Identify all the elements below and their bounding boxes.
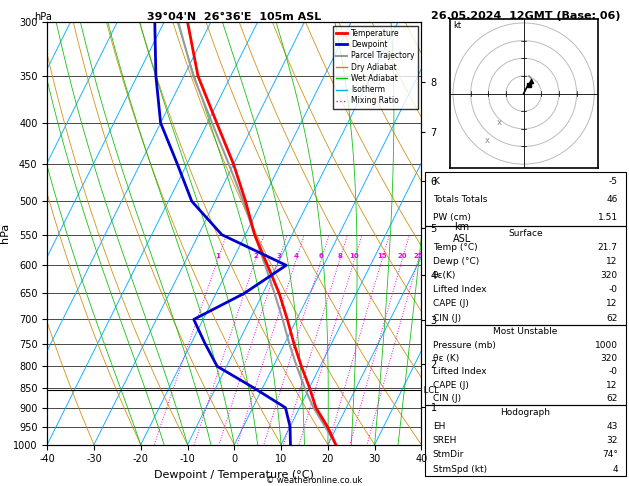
Bar bbox=[425, 405, 626, 476]
Text: -5: -5 bbox=[609, 177, 618, 186]
Text: θε(K): θε(K) bbox=[433, 271, 456, 280]
Text: 2: 2 bbox=[253, 253, 258, 260]
Text: Lifted Index: Lifted Index bbox=[433, 285, 486, 295]
Text: Most Unstable: Most Unstable bbox=[493, 327, 557, 336]
Text: 62: 62 bbox=[606, 313, 618, 323]
Text: θε (K): θε (K) bbox=[433, 354, 459, 363]
Text: 1000: 1000 bbox=[595, 341, 618, 349]
Text: 46: 46 bbox=[606, 195, 618, 204]
Text: CIN (J): CIN (J) bbox=[433, 394, 461, 403]
Text: -0: -0 bbox=[609, 285, 618, 295]
Bar bbox=[425, 226, 626, 325]
Text: 4: 4 bbox=[294, 253, 299, 260]
Text: 25: 25 bbox=[413, 253, 423, 260]
Text: -0: -0 bbox=[609, 367, 618, 376]
Text: Surface: Surface bbox=[508, 229, 543, 238]
Text: 8: 8 bbox=[337, 253, 342, 260]
Text: 12: 12 bbox=[606, 257, 618, 266]
Text: 21.7: 21.7 bbox=[598, 243, 618, 252]
Text: 12: 12 bbox=[606, 299, 618, 309]
Text: Dewp (°C): Dewp (°C) bbox=[433, 257, 479, 266]
Text: 1.51: 1.51 bbox=[598, 213, 618, 222]
Text: K: K bbox=[433, 177, 438, 186]
Text: 12: 12 bbox=[606, 381, 618, 390]
Text: LCL: LCL bbox=[421, 386, 439, 395]
Text: CAPE (J): CAPE (J) bbox=[433, 381, 469, 390]
Bar bbox=[425, 173, 626, 226]
Y-axis label: km
ASL: km ASL bbox=[453, 223, 471, 244]
Text: 62: 62 bbox=[606, 394, 618, 403]
Text: 6: 6 bbox=[319, 253, 323, 260]
Text: Hodograph: Hodograph bbox=[500, 408, 550, 417]
Legend: Temperature, Dewpoint, Parcel Trajectory, Dry Adiabat, Wet Adiabat, Isotherm, Mi: Temperature, Dewpoint, Parcel Trajectory… bbox=[333, 26, 418, 108]
Text: StmDir: StmDir bbox=[433, 451, 464, 459]
Text: 1: 1 bbox=[215, 253, 220, 260]
Text: © weatheronline.co.uk: © weatheronline.co.uk bbox=[266, 476, 363, 485]
Text: Totals Totals: Totals Totals bbox=[433, 195, 487, 204]
Text: StmSpd (kt): StmSpd (kt) bbox=[433, 465, 487, 474]
Bar bbox=[425, 325, 626, 405]
Text: 43: 43 bbox=[606, 422, 618, 431]
Text: hPa: hPa bbox=[35, 12, 52, 22]
Text: 4: 4 bbox=[612, 465, 618, 474]
Text: CAPE (J): CAPE (J) bbox=[433, 299, 469, 309]
Text: 15: 15 bbox=[377, 253, 387, 260]
Text: 26.05.2024  12GMT (Base: 06): 26.05.2024 12GMT (Base: 06) bbox=[431, 11, 620, 21]
Text: SREH: SREH bbox=[433, 436, 457, 445]
Text: 3: 3 bbox=[277, 253, 281, 260]
Text: 39°04'N  26°36'E  105m ASL: 39°04'N 26°36'E 105m ASL bbox=[147, 12, 321, 22]
Text: Lifted Index: Lifted Index bbox=[433, 367, 486, 376]
Text: kt: kt bbox=[453, 21, 461, 30]
Text: 320: 320 bbox=[601, 271, 618, 280]
Y-axis label: hPa: hPa bbox=[0, 223, 10, 243]
X-axis label: Dewpoint / Temperature (°C): Dewpoint / Temperature (°C) bbox=[154, 470, 314, 480]
Text: CIN (J): CIN (J) bbox=[433, 313, 461, 323]
Text: 320: 320 bbox=[601, 354, 618, 363]
Text: 20: 20 bbox=[398, 253, 407, 260]
Text: 10: 10 bbox=[350, 253, 359, 260]
Text: x: x bbox=[497, 118, 502, 127]
Text: Pressure (mb): Pressure (mb) bbox=[433, 341, 496, 349]
Text: 74°: 74° bbox=[602, 451, 618, 459]
Text: Temp (°C): Temp (°C) bbox=[433, 243, 477, 252]
Text: x: x bbox=[485, 136, 490, 145]
Text: PW (cm): PW (cm) bbox=[433, 213, 470, 222]
Text: EH: EH bbox=[433, 422, 445, 431]
Text: 32: 32 bbox=[606, 436, 618, 445]
